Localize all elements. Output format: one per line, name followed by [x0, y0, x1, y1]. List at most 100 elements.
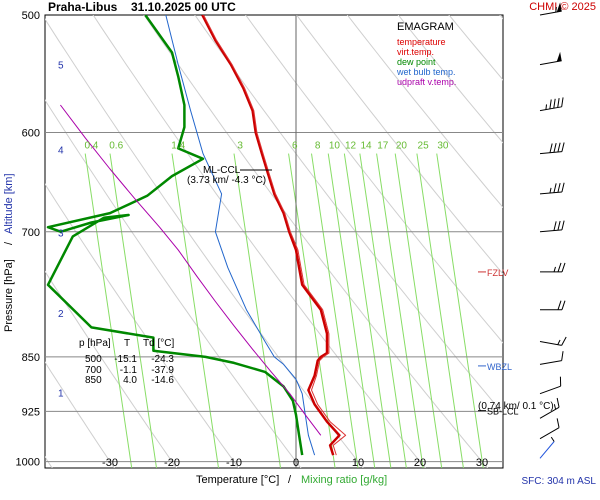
wind-barb-staff	[539, 151, 562, 155]
x-axis-title-sep: /	[288, 474, 292, 486]
legend-entry: virt.temp.	[397, 47, 434, 57]
dry-adiabat	[45, 361, 115, 468]
table-cell: 4.0	[123, 375, 137, 386]
mixing-ratio-label: 12	[345, 140, 357, 151]
wind-barb-staff	[539, 385, 561, 395]
altitude-tick-label: 2	[58, 309, 64, 320]
wind-barb-full	[561, 142, 565, 152]
level-label: WBZL	[487, 362, 512, 372]
table-cell: 850	[85, 375, 102, 386]
wind-barb-full	[553, 183, 557, 193]
wind-barb-staff	[539, 10, 562, 16]
wind-barb-full	[549, 143, 553, 153]
table-cell: -24.3	[151, 354, 174, 365]
mixing-ratio-label: 10	[329, 140, 341, 151]
mixing-ratio-line	[416, 153, 464, 468]
ml-ccl-label: ML-CCL	[203, 165, 241, 176]
wind-barb	[539, 2, 562, 16]
mixing-ratio-label: 14	[360, 140, 372, 151]
wind-barb-full	[561, 336, 567, 346]
mixing-ratio-line	[84, 153, 133, 468]
wind-barb-pennant	[556, 2, 562, 13]
pressure-tick-label: 500	[22, 10, 40, 22]
wind-barb-pennant	[556, 51, 562, 62]
temperature-tick-label: -30	[102, 457, 118, 469]
altitude-tick-label: 5	[58, 61, 64, 72]
temperature-tick-label: -20	[164, 457, 180, 469]
series-temperature	[201, 15, 341, 456]
wind-barb	[539, 220, 565, 233]
table-header-p: p [hPa]	[79, 338, 111, 349]
y-axis-title-altitude: Altitude [km]	[3, 173, 15, 234]
wind-barb-staff	[539, 427, 560, 440]
wind-barb	[539, 51, 562, 66]
y-axis-title-pressure: Pressure [hPa]	[3, 259, 15, 332]
mixing-ratio-line	[109, 153, 157, 468]
y-axis-title-sep: /	[3, 241, 15, 245]
wind-barb-staff	[539, 191, 562, 195]
dry-adiabat	[295, 15, 503, 275]
mixing-ratio-label: 0.4	[84, 140, 98, 151]
wind-barb	[539, 97, 564, 112]
mixing-ratio-label: 30	[437, 140, 449, 151]
table-cell: -37.9	[151, 365, 174, 376]
wind-barb-full	[561, 220, 565, 230]
mixing-ratio-line	[343, 153, 392, 468]
mixing-ratio-line	[233, 153, 281, 468]
mixing-ratio-line	[327, 153, 376, 468]
series-dew-point	[46, 15, 304, 456]
pressure-tick-label: 600	[22, 127, 40, 139]
wind-barb-staff	[539, 360, 562, 365]
series-udpraft-v-temp	[60, 104, 322, 436]
sounding-table: p [hPa] T Td [°C] 500 -15.1 -24.3 700 -1…	[79, 338, 174, 386]
wind-barb-half	[557, 339, 561, 345]
plot-area	[44, 14, 504, 469]
credit-text: CHMI © 2025	[529, 1, 596, 13]
mixing-ratio-label: 0.6	[109, 140, 123, 151]
mixing-ratio-label: 8	[315, 140, 321, 151]
x-axis-title-temp: Temperature [°C]	[196, 474, 279, 486]
dry-adiabat	[45, 99, 302, 468]
ml-ccl-detail: (3.73 km/ -4.3 °C)	[187, 175, 266, 186]
mixing-ratio-label: 20	[396, 140, 408, 151]
chart-title: EMAGRAM	[397, 21, 454, 33]
wind-barb-full	[553, 143, 557, 153]
wind-barb-full	[557, 142, 561, 153]
mixing-ratio-line	[359, 153, 407, 468]
wind-barb-full	[561, 182, 565, 193]
mixing-ratio-line	[311, 153, 359, 468]
wind-barb-full	[557, 300, 562, 310]
altitude-tick-label: 4	[58, 145, 64, 156]
dry-adiabat	[45, 183, 240, 468]
dry-adiabat	[346, 15, 503, 209]
mixing-ratio-label: 3	[237, 140, 243, 151]
mixing-ratio-line	[436, 153, 484, 468]
wind-barb-full	[559, 376, 562, 387]
series-wet-bulb-temp	[165, 15, 316, 456]
wind-barb-full	[556, 418, 560, 428]
temperature-tick-label: 10	[352, 457, 364, 469]
x-axis-title-mix: Mixing ratio [g/kg]	[301, 474, 387, 486]
wind-barb-full	[556, 397, 560, 408]
wind-barb-half	[549, 187, 552, 194]
legend-entry: udpraft v.temp.	[397, 77, 456, 87]
legend-entry: wet bulb temp.	[396, 67, 456, 77]
mixing-ratio-label: 17	[377, 140, 389, 151]
wind-barb	[539, 418, 560, 440]
wind-barb	[539, 336, 567, 346]
wind-barb-half	[545, 104, 548, 110]
dry-adiabat	[397, 15, 503, 144]
temperature-tick-label: 20	[414, 457, 426, 469]
wind-barb-full	[557, 182, 561, 193]
temperature-tick-label: 30	[476, 457, 488, 469]
series-virt-temp	[203, 15, 347, 456]
pressure-tick-label: 1000	[16, 457, 40, 469]
wind-barb-full	[553, 98, 556, 109]
wind-barb-half	[553, 404, 557, 410]
table-header-td: Td [°C]	[143, 338, 174, 349]
legend-entry: temperature	[397, 37, 446, 47]
table-cell: 500	[85, 354, 102, 365]
table-cell: 700	[85, 365, 102, 376]
dry-adiabat	[143, 15, 489, 468]
wind-barb-full	[561, 262, 566, 273]
